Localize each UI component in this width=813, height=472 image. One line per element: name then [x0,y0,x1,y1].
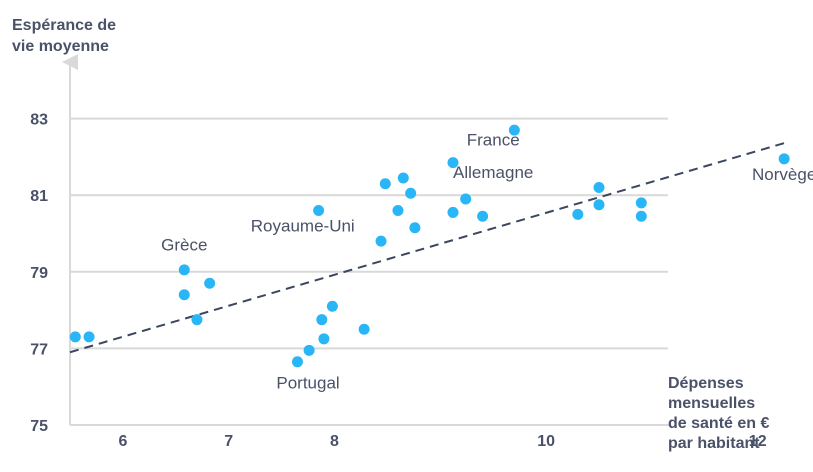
data-point [447,157,459,169]
x-axis-title: Dépenses mensuelles de santé en € par habit… [668,375,769,452]
data-point [405,187,417,199]
data-point [318,333,330,345]
data-point [397,172,409,184]
y-tick-label: 81 [30,188,48,205]
data-point [178,289,190,301]
axis-title-line: Espérance de [12,17,116,34]
y-tick-label: 77 [30,341,48,358]
axis-title-line: par habitant [668,435,760,452]
data-point [460,193,472,205]
y-tick-label: 75 [30,418,48,435]
data-point [178,264,190,276]
country-label: Portugal [276,374,339,393]
data-point [635,197,647,209]
data-point [379,178,391,190]
data-point [358,323,370,335]
data-point [477,210,489,222]
data-point [635,210,647,222]
y-tick-labels: 75 77 79 81 83 [30,112,48,435]
data-point [508,124,520,136]
data-point [303,344,315,356]
data-point [204,277,216,289]
data-point [572,208,584,220]
data-point [316,314,328,326]
data-point [375,235,387,247]
trend-line-group [69,140,790,354]
data-points [69,124,790,368]
x-tick-label: 6 [118,433,127,450]
data-point [593,182,605,194]
country-label: Grèce [161,236,207,255]
data-point [313,205,325,217]
axes [62,54,670,426]
x-tick-label: 8 [330,433,339,450]
country-label: France [467,130,520,149]
axis-title-line: mensuelles [668,395,755,412]
data-point [83,331,95,343]
country-label: Norvège [752,165,813,184]
data-point [69,331,81,343]
data-point [447,206,459,218]
data-point [291,356,303,368]
x-tick-label: 10 [537,433,555,450]
x-tick-label: 12 [749,433,767,450]
data-point [593,199,605,211]
y-tick-label: 83 [30,112,48,129]
x-tick-labels: 6 7 8 10 12 [118,433,766,450]
data-point [778,153,790,165]
country-label: Royaume-Uni [251,217,355,236]
data-point [392,205,404,217]
country-label: Allemagne [453,163,533,182]
data-point [326,300,338,312]
axis-title-line: de santé en € [668,415,769,432]
axis-title-line: Dépenses [668,375,744,392]
axis-title-line: vie moyenne [12,38,109,55]
y-axis-title: Espérance de vie moyenne [12,17,116,55]
y-tick-label: 79 [30,265,48,282]
data-point [191,314,203,326]
trend-line [69,140,790,354]
country-labels: France Allemagne Norvège Royaume-Uni Grèce Po… [161,130,813,392]
x-tick-label: 7 [224,433,233,450]
data-point [409,222,421,234]
gridlines [70,117,668,350]
